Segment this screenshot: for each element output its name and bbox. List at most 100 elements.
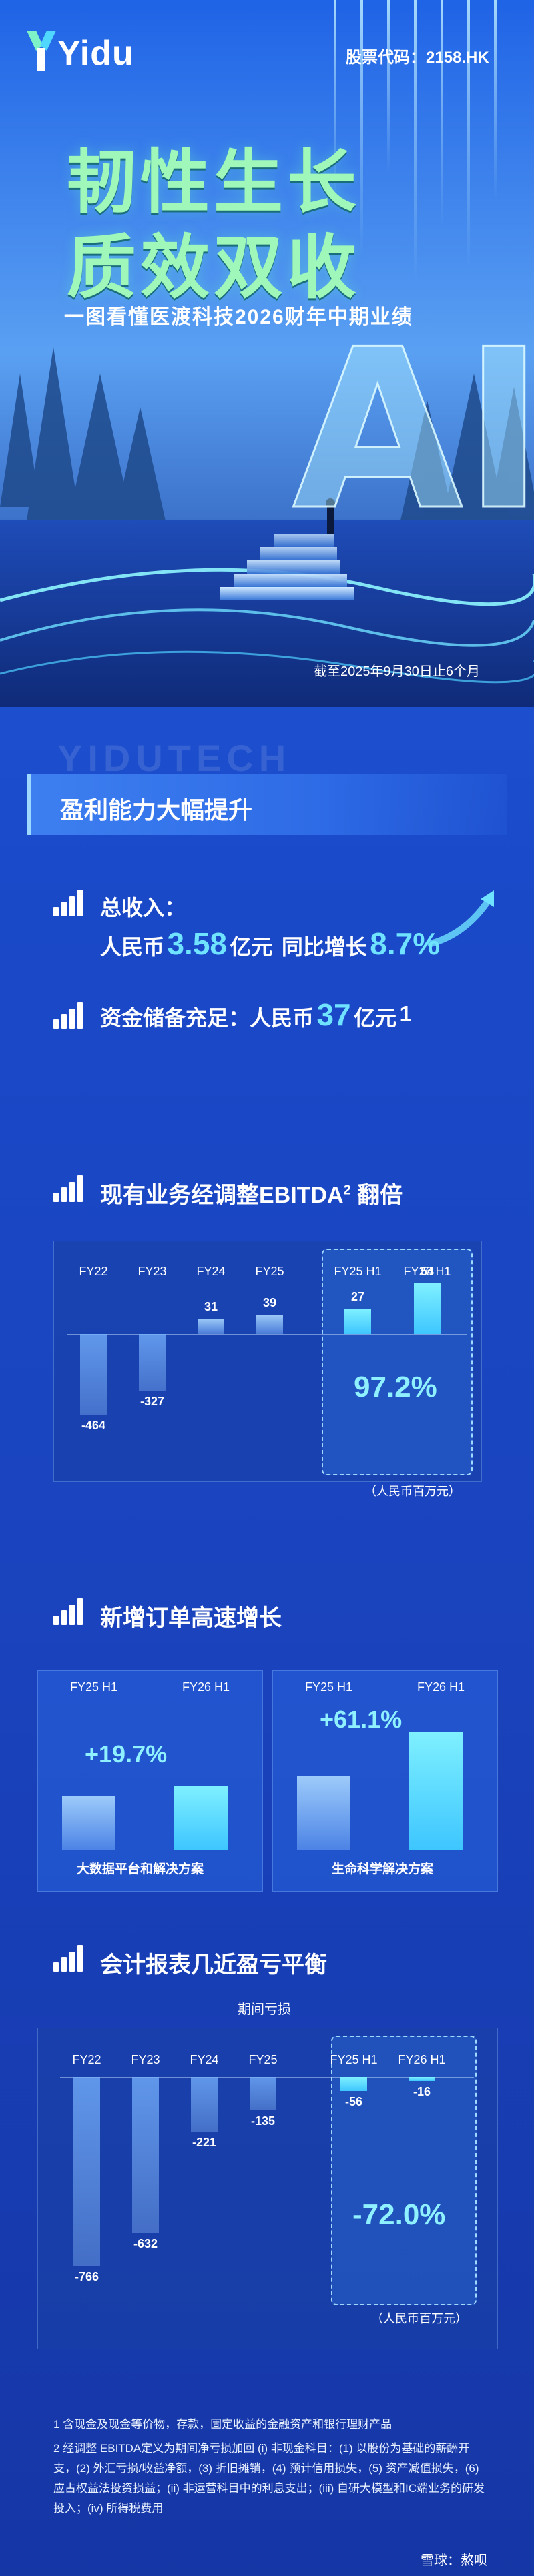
loss-bar bbox=[409, 2077, 435, 2081]
lifescience-period-b: FY26 H1 bbox=[417, 1680, 465, 1694]
lifescience-bar bbox=[409, 1731, 463, 1850]
bigdata-period-a: FY25 H1 bbox=[70, 1680, 118, 1694]
hero-background-art bbox=[0, 0, 534, 707]
bar-chart-icon bbox=[53, 1175, 85, 1202]
reporting-period: 截至2025年9月30日止6个月 bbox=[314, 664, 480, 679]
ebitda-chart-card bbox=[53, 1241, 482, 1482]
bigdata-bar bbox=[62, 1796, 115, 1850]
loss-period-label: FY26 H1 bbox=[398, 2053, 446, 2066]
loss-period-label: FY22 bbox=[72, 2053, 101, 2066]
loss-bar bbox=[132, 2077, 159, 2233]
revenue-line: 人民币 3.58 亿元 同比增长 8.7% bbox=[100, 926, 440, 962]
footnote-2: 2 经调整 EBITDA定义为期间净亏损加回 (i) 非现金科目：(1) 以股份… bbox=[53, 2442, 485, 2515]
bar-chart-icon bbox=[53, 1002, 85, 1029]
cash-value: 37 bbox=[316, 997, 351, 1032]
revenue-unit: 亿元 bbox=[230, 935, 273, 959]
bigdata-growth: +19.7% bbox=[85, 1740, 168, 1768]
stock-code: 股票代码：2158.HK bbox=[346, 49, 489, 67]
revenue-value: 3.58 bbox=[167, 926, 227, 961]
footnote-1: 1 含现金及现金等价物，存款，固定收益的金融资产和银行理财产品 bbox=[53, 2418, 392, 2431]
loss-bar bbox=[250, 2077, 276, 2110]
footer-brand: 雪球：熬呗 bbox=[421, 2553, 487, 2568]
lifescience-bar bbox=[297, 1776, 350, 1850]
ebitda-title: 现有业务经调整EBITDA bbox=[100, 1183, 344, 1208]
loss-value-label: -135 bbox=[250, 2114, 276, 2128]
company-logo-text: Yidu bbox=[57, 34, 134, 73]
ebitda-bar bbox=[80, 1334, 107, 1415]
ebitda-period-label: FY23 bbox=[138, 1265, 167, 1278]
orders-section-title: 新增订单高速增长 bbox=[100, 1605, 282, 1631]
ebitda-unit-note: （人民币百万元） bbox=[364, 1485, 461, 1498]
ebitda-bar bbox=[344, 1309, 371, 1334]
section-banner: 盈利能力大幅提升 bbox=[27, 774, 507, 835]
ebitda-title-suffix: 翻倍 bbox=[357, 1183, 403, 1208]
revenue-label: 总收入： bbox=[100, 896, 186, 920]
loss-period-label: FY23 bbox=[131, 2053, 160, 2066]
ebitda-footnote-ref: 2 bbox=[343, 1183, 351, 1198]
cash-unit: 亿元 bbox=[354, 1006, 397, 1030]
bigdata-segment-name: 大数据平台和解决方案 bbox=[77, 1862, 204, 1876]
loss-value-label: -221 bbox=[192, 2135, 217, 2149]
ebitda-period-label: FY26 H1 bbox=[403, 1265, 451, 1278]
bigdata-period-b: FY26 H1 bbox=[182, 1680, 230, 1694]
lifescience-growth: +61.1% bbox=[320, 1706, 403, 1733]
ebitda-bar bbox=[414, 1283, 441, 1334]
lifescience-period-a: FY25 H1 bbox=[305, 1680, 353, 1694]
loss-value-label: -56 bbox=[344, 2094, 362, 2108]
growth-arrow-icon bbox=[427, 890, 494, 947]
orders-card-lifescience: FY25 H1 FY26 H1 +61.1% 生命科学解决方案 bbox=[272, 1670, 498, 1892]
accounting-section-title: 会计报表几近盈亏平衡 bbox=[100, 1952, 327, 1978]
ebitda-bar bbox=[198, 1318, 224, 1334]
ebitda-period-label: FY25 H1 bbox=[334, 1265, 382, 1278]
cash-label: 资金储备充足：人民币 bbox=[100, 1006, 314, 1030]
ebitda-baseline bbox=[67, 1334, 467, 1335]
headline-line-2: 质效双收 bbox=[67, 227, 361, 308]
cash-line: 资金储备充足：人民币 37 亿元 1 bbox=[100, 997, 411, 1033]
loss-reduction-rate: -72.0% bbox=[352, 2198, 446, 2231]
hero-banner: AI Yidu 股票代码：2158.HK 韧性生长 质效双收 一图看懂医渡科技2… bbox=[0, 0, 534, 707]
ebitda-value-label: -327 bbox=[140, 1395, 165, 1409]
bar-chart-icon bbox=[53, 890, 85, 916]
orders-card-bigdata: FY25 H1 FY26 H1 +19.7% 大数据平台和解决方案 bbox=[37, 1670, 263, 1892]
cash-footnote-ref: 1 bbox=[399, 1001, 412, 1026]
digital-rain-line bbox=[441, 0, 443, 227]
revenue-growth-label: 同比增长 bbox=[281, 935, 367, 959]
ebitda-period-label: FY25 bbox=[255, 1265, 284, 1278]
ebitda-growth-rate: 97.2% bbox=[354, 1371, 437, 1403]
digital-rain-line bbox=[360, 0, 363, 253]
digital-rain-line bbox=[467, 0, 470, 267]
bar-chart-icon bbox=[53, 1598, 85, 1625]
loss-value-label: -766 bbox=[74, 2270, 99, 2284]
ebitda-value-label: -464 bbox=[81, 1418, 106, 1432]
lifescience-segment-name: 生命科学解决方案 bbox=[332, 1862, 434, 1876]
hero-ai-sculpture: AI bbox=[291, 302, 534, 558]
ebitda-period-label: FY24 bbox=[196, 1265, 226, 1278]
loss-value-label: -632 bbox=[133, 2236, 158, 2250]
loss-unit-note: （人民币百万元） bbox=[371, 2312, 467, 2325]
ebitda-value-label: 54 bbox=[420, 1265, 435, 1279]
bigdata-bar bbox=[174, 1786, 228, 1850]
loss-bar bbox=[340, 2077, 367, 2091]
digital-rain-line bbox=[334, 0, 336, 200]
bar-chart-icon bbox=[53, 1945, 85, 1972]
ebitda-bar bbox=[256, 1314, 283, 1334]
yidu-logo-icon bbox=[27, 31, 56, 71]
loss-bar bbox=[191, 2077, 218, 2132]
digital-rain-line bbox=[414, 0, 417, 280]
loss-highlight-box bbox=[331, 2036, 477, 2305]
brand-watermark: YIDUTECH bbox=[57, 737, 292, 779]
ebitda-value-label: 27 bbox=[350, 1290, 365, 1304]
loss-period-label: FY25 H1 bbox=[330, 2053, 378, 2066]
section-banner-title: 盈利能力大幅提升 bbox=[60, 796, 253, 824]
ebitda-highlight-box bbox=[322, 1249, 473, 1475]
ebitda-value-label: 39 bbox=[262, 1295, 277, 1309]
digital-rain-line bbox=[494, 0, 497, 200]
accounting-subtitle: 期间亏损 bbox=[238, 2002, 291, 2017]
loss-period-label: FY24 bbox=[190, 2053, 219, 2066]
loss-value-label: -16 bbox=[413, 2084, 431, 2098]
ebitda-bar bbox=[139, 1334, 166, 1391]
loss-period-label: FY25 bbox=[248, 2053, 278, 2066]
headline-line-1: 韧性生长 bbox=[67, 141, 361, 223]
loss-bar bbox=[73, 2077, 100, 2267]
headline-subtitle: 一图看懂医渡科技2026财年中期业绩 bbox=[64, 306, 413, 328]
